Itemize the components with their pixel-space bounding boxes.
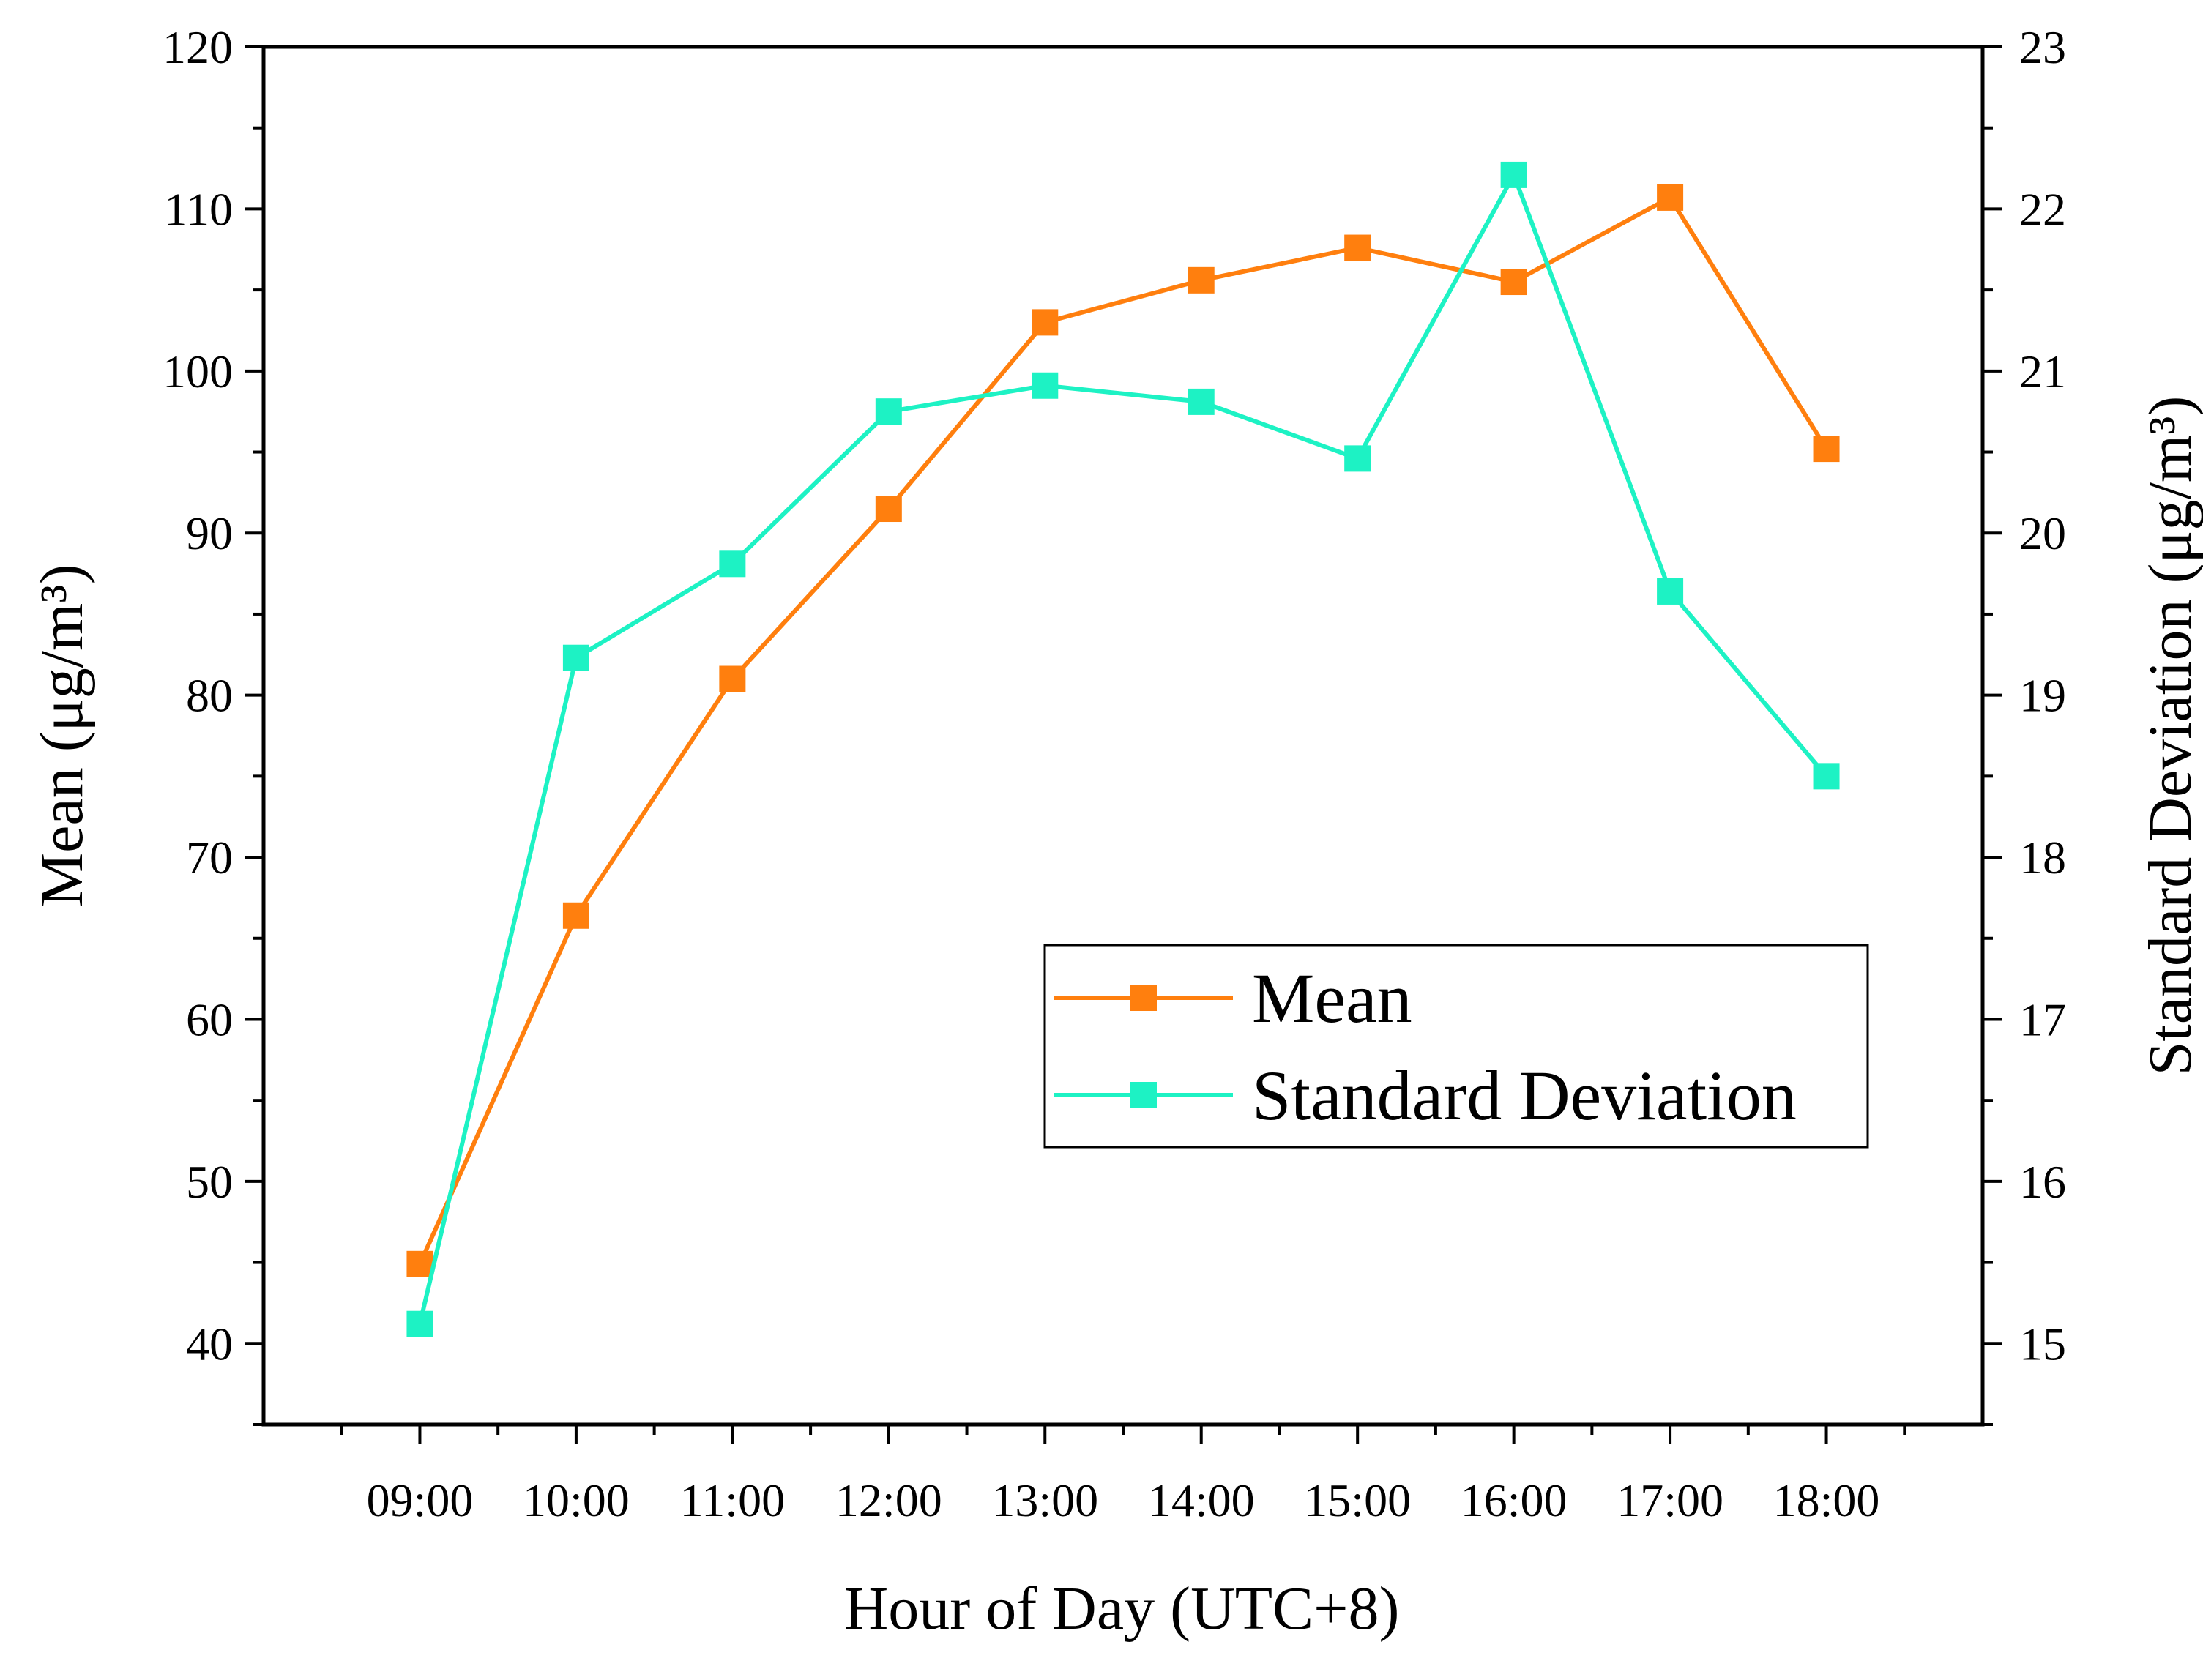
y-right-tick-label: 20 — [2019, 507, 2066, 559]
legend-marker-std — [1130, 1082, 1157, 1108]
legend-label-mean: Mean — [1252, 959, 1412, 1037]
data-point-mean — [875, 496, 902, 523]
y-left-tick-label: 40 — [186, 1318, 233, 1370]
x-tick-label: 10:00 — [523, 1474, 630, 1526]
data-point-mean — [719, 665, 746, 692]
y-left-tick-label: 120 — [163, 21, 233, 73]
data-point-standard-deviation — [406, 1310, 433, 1337]
y-left-tick-label: 80 — [186, 670, 233, 722]
right-y-axis-title: Standard Deviation (μg/m³) — [2136, 396, 2203, 1076]
y-right-tick-label: 21 — [2019, 346, 2066, 397]
data-point-mean — [1188, 266, 1215, 294]
x-tick-label: 12:00 — [835, 1474, 942, 1526]
legend: Mean Standard Deviation — [1043, 944, 1869, 1149]
y-left-tick-label: 110 — [164, 183, 233, 235]
x-axis: 09:00 10:00 11:00 12:00 13:00 14:00 15:00 16:00… — [340, 1425, 1906, 1526]
legend-label-std: Standard Deviation — [1252, 1056, 1797, 1135]
legend-marker-mean — [1130, 985, 1157, 1011]
x-tick-label: 17:00 — [1617, 1474, 1723, 1526]
data-point-standard-deviation — [1032, 372, 1059, 399]
data-point-mean — [562, 902, 589, 929]
x-tick-label: 14:00 — [1148, 1474, 1255, 1526]
plot-frame — [261, 45, 1985, 1427]
data-point-mean — [1344, 234, 1371, 261]
data-point-standard-deviation — [875, 398, 902, 425]
y-right-tick-label: 18 — [2019, 832, 2066, 884]
x-tick-label: 18:00 — [1773, 1474, 1880, 1526]
left-y-axis-title: Mean (μg/m³) — [28, 564, 96, 907]
x-axis-title: Hour of Day (UTC+8) — [844, 1575, 1400, 1643]
y-left-tick-label: 60 — [186, 993, 233, 1045]
y-right-tick-label: 23 — [2019, 21, 2066, 73]
series-layer — [406, 161, 1840, 1337]
y-left-tick-label: 70 — [186, 832, 233, 884]
data-point-standard-deviation — [1813, 763, 1840, 790]
x-tick-label: 16:00 — [1461, 1474, 1568, 1526]
series-line-standard-deviation — [417, 172, 1828, 1325]
data-point-standard-deviation — [562, 644, 589, 671]
data-point-standard-deviation — [1657, 578, 1684, 605]
data-point-standard-deviation — [1500, 161, 1527, 188]
legend-box — [1043, 944, 1869, 1149]
y-left-tick-label: 50 — [186, 1156, 233, 1208]
x-tick-label: 09:00 — [367, 1474, 474, 1526]
data-point-mean — [406, 1250, 433, 1277]
y-right-tick-label: 16 — [2019, 1156, 2066, 1208]
right-y-axis: 15 16 17 18 19 20 21 22 23 — [1983, 21, 2066, 1426]
y-right-tick-label: 15 — [2019, 1318, 2066, 1370]
data-point-standard-deviation — [1188, 388, 1215, 415]
x-tick-label: 15:00 — [1304, 1474, 1411, 1526]
left-y-axis: 40 50 60 70 80 90 100 110 120 — [163, 21, 264, 1426]
series-line-mean — [417, 195, 1829, 1266]
y-left-tick-label: 100 — [163, 346, 233, 397]
y-right-tick-label: 19 — [2019, 670, 2066, 722]
data-point-standard-deviation — [1344, 445, 1371, 472]
x-tick-label: 13:00 — [991, 1474, 1098, 1526]
data-point-mean — [1813, 436, 1840, 463]
x-tick-label: 11:00 — [680, 1474, 785, 1526]
y-right-tick-label: 17 — [2019, 993, 2066, 1045]
data-point-mean — [1500, 269, 1527, 296]
data-point-standard-deviation — [719, 550, 746, 578]
y-left-tick-label: 90 — [186, 507, 233, 559]
data-point-mean — [1032, 309, 1059, 336]
data-point-mean — [1657, 184, 1684, 211]
y-right-tick-label: 22 — [2019, 183, 2066, 235]
